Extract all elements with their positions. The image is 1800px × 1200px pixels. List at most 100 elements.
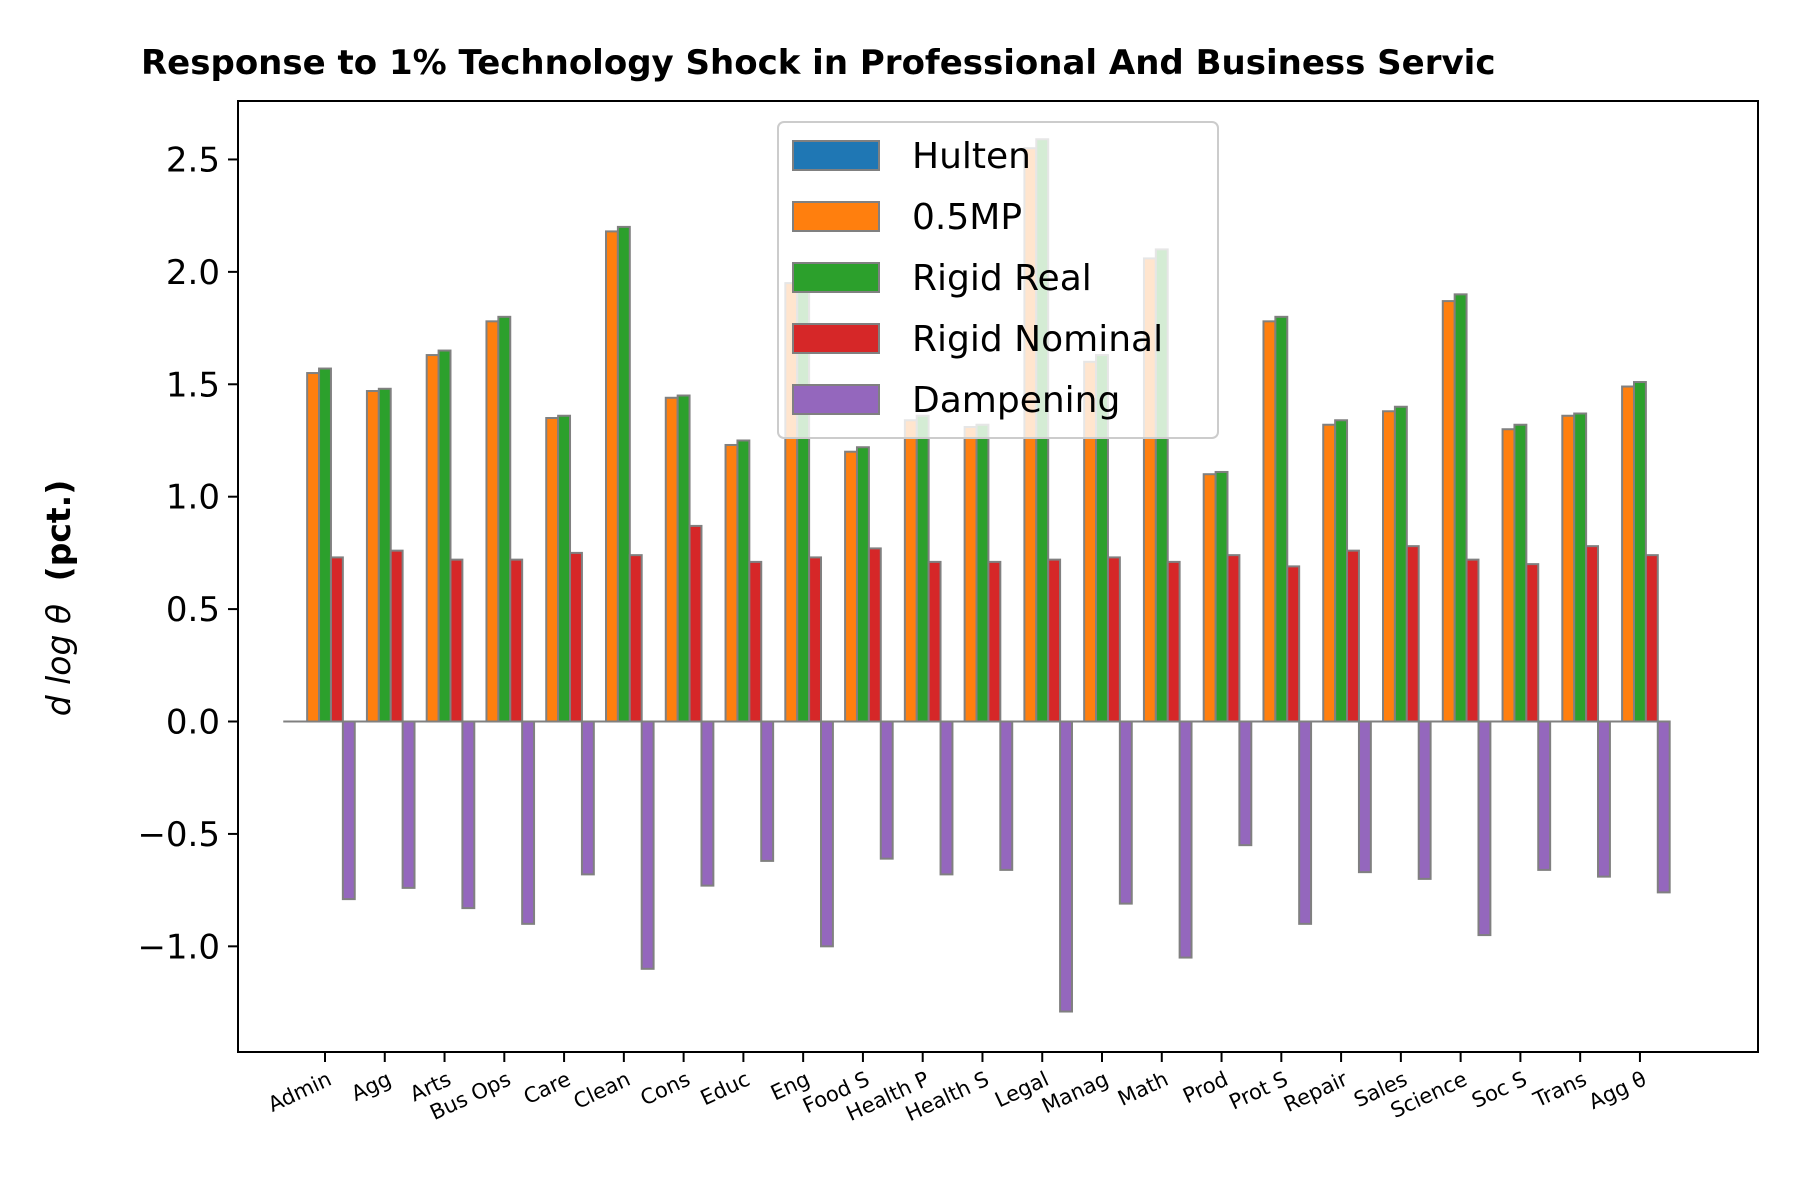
bar-dampening-13 xyxy=(1118,720,1133,905)
x-tick-label: Soc S xyxy=(1468,1067,1530,1113)
bar-rigid-real-11 xyxy=(975,423,990,723)
bar-0-5mp-2 xyxy=(425,354,440,723)
bar-dampening-19 xyxy=(1477,720,1492,937)
bar-0-5mp-18 xyxy=(1382,410,1396,723)
y-tick-label: −1.0 xyxy=(137,927,220,967)
bar-rigid-real-21 xyxy=(1573,412,1588,723)
bar-rigid-nominal-17 xyxy=(1346,549,1360,723)
legend-label-rigid-real: Rigid Real xyxy=(912,258,1092,299)
bar-dampening-12 xyxy=(1059,720,1073,1013)
legend-swatch-0-5mp xyxy=(792,201,880,232)
bar-rigid-nominal-22 xyxy=(1644,554,1659,723)
y-tick-label: 0.5 xyxy=(166,590,220,630)
bar-dampening-21 xyxy=(1597,720,1611,878)
bar-0-5mp-3 xyxy=(485,320,500,723)
bar-dampening-18 xyxy=(1417,720,1432,880)
x-tick-label: Agg θ xyxy=(1585,1067,1650,1114)
bar-dampening-6 xyxy=(700,720,715,887)
bar-dampening-0 xyxy=(341,720,356,901)
bar-0-5mp-1 xyxy=(365,390,380,723)
x-tick-label: Agg xyxy=(348,1067,395,1106)
y-axis-label-math: d log θ xyxy=(39,604,78,716)
bar-rigid-nominal-10 xyxy=(927,560,942,723)
bar-0-5mp-10 xyxy=(903,419,918,723)
bar-rigid-real-2 xyxy=(437,349,452,723)
bar-dampening-11 xyxy=(999,720,1014,871)
x-tick-label: Prot S xyxy=(1225,1067,1291,1115)
legend-label-0-5mp: 0.5MP xyxy=(912,197,1022,238)
bar-dampening-10 xyxy=(939,720,954,876)
bar-rigid-real-10 xyxy=(915,414,930,723)
x-tick-label: Repair xyxy=(1280,1067,1351,1117)
bar-0-5mp-7 xyxy=(724,443,739,723)
bar-rigid-real-19 xyxy=(1453,293,1468,723)
bar-dampening-4 xyxy=(580,720,595,876)
bar-rigid-nominal-12 xyxy=(1047,558,1062,723)
bar-rigid-real-18 xyxy=(1393,405,1408,723)
bar-rigid-real-6 xyxy=(676,394,691,723)
legend-swatch-dampening xyxy=(792,384,880,415)
bar-rigid-nominal-13 xyxy=(1106,556,1121,723)
bar-dampening-9 xyxy=(879,720,894,860)
bar-rigid-real-0 xyxy=(318,367,332,723)
bar-rigid-nominal-0 xyxy=(329,556,344,723)
bar-0-5mp-20 xyxy=(1501,428,1516,723)
bar-rigid-real-5 xyxy=(616,225,631,723)
x-tick-label: Cons xyxy=(637,1067,694,1111)
y-tick-label: 0.0 xyxy=(166,703,220,743)
bar-rigid-nominal-21 xyxy=(1585,545,1600,723)
bar-0-5mp-11 xyxy=(963,425,978,723)
bar-rigid-nominal-14 xyxy=(1166,560,1181,723)
bar-rigid-nominal-18 xyxy=(1405,545,1420,723)
bar-0-5mp-22 xyxy=(1621,385,1635,723)
x-tick-label: Care xyxy=(520,1067,574,1109)
legend-label-hulten: Hulten xyxy=(912,136,1031,177)
bar-dampening-7 xyxy=(760,720,775,862)
bar-rigid-real-7 xyxy=(736,439,751,723)
x-tick-label: Admin xyxy=(264,1067,335,1117)
y-tick-label: 1.5 xyxy=(166,365,220,405)
bar-0-5mp-19 xyxy=(1441,300,1456,723)
y-tick-label: 1.0 xyxy=(166,478,220,518)
bar-0-5mp-4 xyxy=(545,417,560,723)
bar-rigid-nominal-19 xyxy=(1465,558,1480,723)
y-tick-label: 2.0 xyxy=(166,253,220,293)
y-axis-label: d log θ (pct.) xyxy=(39,480,78,717)
bar-rigid-real-22 xyxy=(1632,381,1647,723)
legend-label-dampening: Dampening xyxy=(912,380,1120,421)
bar-rigid-nominal-16 xyxy=(1286,565,1301,723)
bar-dampening-16 xyxy=(1298,720,1313,925)
bar-dampening-22 xyxy=(1656,720,1671,894)
y-tick-label: −0.5 xyxy=(137,815,220,855)
bar-dampening-17 xyxy=(1357,720,1372,874)
bar-rigid-real-4 xyxy=(557,414,572,723)
bar-0-5mp-6 xyxy=(664,396,679,723)
bar-dampening-3 xyxy=(521,720,536,925)
legend-swatch-hulten xyxy=(792,140,880,171)
x-tick-label: Clean xyxy=(570,1067,634,1114)
bar-dampening-15 xyxy=(1238,720,1253,847)
x-tick-label: Trans xyxy=(1529,1067,1590,1113)
bar-rigid-nominal-11 xyxy=(987,560,1002,723)
bar-dampening-20 xyxy=(1537,720,1552,871)
bar-rigid-nominal-4 xyxy=(569,551,583,723)
bar-0-5mp-16 xyxy=(1262,320,1277,723)
plot-area-frame xyxy=(237,100,1759,1053)
bar-dampening-8 xyxy=(820,720,834,948)
y-tick-label: 2.5 xyxy=(166,140,220,180)
bar-rigid-real-15 xyxy=(1214,470,1229,723)
bar-rigid-real-20 xyxy=(1513,423,1528,723)
legend: Hulten 0.5MP Rigid Real Rigid Nominal Dampen… xyxy=(777,121,1219,439)
bar-rigid-real-1 xyxy=(377,387,392,723)
x-tick-label: Educ xyxy=(697,1067,754,1111)
bar-dampening-14 xyxy=(1178,720,1193,959)
bar-rigid-nominal-6 xyxy=(688,524,703,723)
bar-rigid-nominal-3 xyxy=(509,558,524,723)
bar-rigid-real-9 xyxy=(855,446,870,723)
bar-dampening-2 xyxy=(461,720,476,910)
bar-0-5mp-9 xyxy=(844,450,858,723)
bar-rigid-nominal-1 xyxy=(389,549,404,723)
bar-rigid-nominal-2 xyxy=(449,558,464,723)
